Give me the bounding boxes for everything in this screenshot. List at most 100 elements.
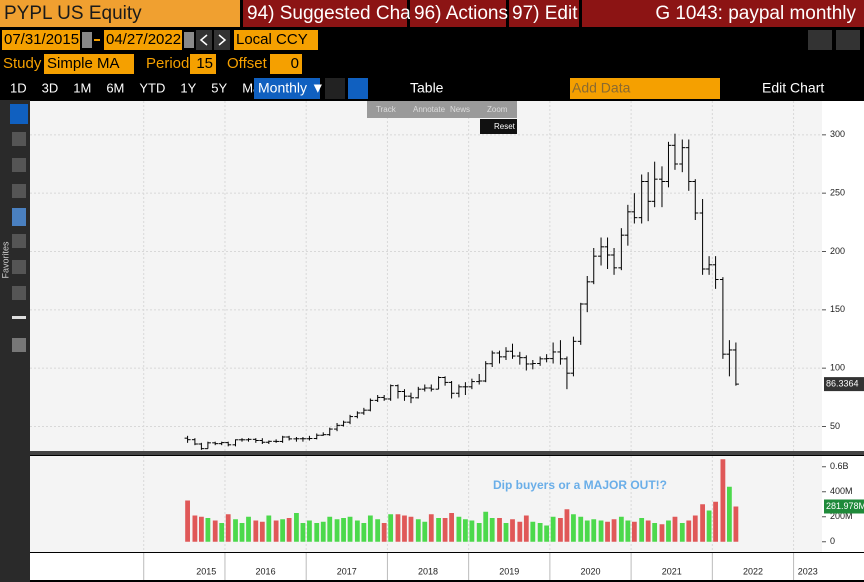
next-button[interactable] — [214, 30, 230, 50]
line-button[interactable] — [325, 78, 345, 99]
date-box[interactable] — [2, 30, 80, 50]
title: G 1043: paypal monthly — [655, 3, 856, 24]
undo-button[interactable] — [808, 30, 832, 50]
tool[interactable] — [12, 184, 26, 198]
ticker: PYPL US Equity — [4, 3, 142, 24]
reset[interactable]: Reset — [494, 122, 516, 131]
range-button[interactable]: 6M — [106, 80, 124, 95]
study[interactable]: Simple MA — [47, 55, 120, 72]
volume-bar — [605, 521, 610, 542]
menu-label[interactable]: 94) Suggested Charts ▾ — [247, 3, 447, 24]
offset[interactable]: 0 — [291, 55, 299, 72]
table-button[interactable]: Table — [410, 80, 444, 96]
y-tick-label: 50 — [830, 421, 840, 431]
volume-bar — [219, 523, 225, 542]
tool[interactable] — [12, 260, 26, 274]
volume-bar — [692, 515, 698, 542]
volume-bar — [402, 515, 407, 542]
y-tick-label: 200M — [830, 511, 853, 521]
range-button[interactable]: 3D — [42, 80, 59, 95]
start-date[interactable]: 07/31/2015 — [4, 31, 79, 48]
volume-bar — [686, 520, 692, 542]
volume-bar — [347, 516, 353, 542]
menu-label[interactable]: 97) Edit ▾ — [512, 3, 593, 24]
study-box[interactable] — [44, 54, 134, 74]
volume-bar — [550, 516, 556, 542]
prev-arrow — [199, 34, 208, 46]
volume-bar — [442, 518, 448, 542]
x-tick-label: 2023 — [798, 566, 818, 576]
menu[interactable] — [410, 0, 506, 27]
x-tick-label: 2020 — [580, 566, 600, 576]
popup-tool[interactable]: Annotate — [413, 105, 446, 114]
range-button[interactable]: 1Y — [180, 80, 196, 95]
volume-bar — [469, 520, 475, 542]
next-arrow — [218, 34, 227, 46]
volume-bar — [436, 518, 441, 542]
offset-box[interactable] — [270, 54, 302, 74]
prev-button[interactable] — [196, 30, 212, 50]
price-axis-area — [822, 101, 864, 451]
menu[interactable] — [243, 0, 407, 27]
x-tick-label: 2021 — [662, 566, 682, 576]
volume-bar — [286, 518, 292, 542]
add-data-box[interactable] — [570, 78, 720, 99]
tool[interactable] — [12, 158, 26, 172]
pointer-tool[interactable] — [10, 104, 28, 124]
volume-bar — [571, 514, 576, 542]
edit-chart[interactable]: Edit Chart — [762, 80, 824, 96]
range-button[interactable]: 1D — [10, 80, 27, 95]
tool[interactable] — [12, 234, 26, 248]
reset-button[interactable] — [480, 119, 517, 134]
volume-bar — [428, 514, 434, 542]
volume-bar — [266, 515, 272, 542]
x-tick-label: 2015 — [196, 566, 216, 576]
add-data[interactable]: Add Data — [572, 80, 631, 96]
tool[interactable] — [12, 338, 26, 352]
frequency[interactable]: Monthly ▼ — [258, 80, 325, 96]
x-axis-area — [30, 553, 864, 580]
volume-bar — [659, 524, 665, 542]
calendar-icon[interactable] — [184, 32, 194, 48]
tool[interactable] — [12, 132, 26, 146]
menu[interactable] — [509, 0, 579, 27]
volume-bar — [381, 523, 387, 542]
calendar-icon[interactable] — [82, 32, 92, 48]
frequency-box[interactable] — [254, 78, 320, 99]
y-tick-label: 0.6B — [830, 461, 849, 471]
range-button[interactable]: YTD — [139, 80, 165, 95]
volume-bar — [239, 523, 245, 542]
tool[interactable] — [12, 208, 26, 226]
volume-bar — [225, 514, 231, 542]
sidebar-tools — [12, 132, 26, 352]
popup-tool[interactable]: Track — [376, 105, 397, 114]
range-button[interactable]: 5Y — [211, 80, 227, 95]
volume-bar — [253, 520, 259, 542]
popup-tool[interactable]: News — [450, 105, 470, 114]
popup-tools: Track Annotate News Zoom — [376, 105, 508, 114]
volume-bar — [618, 516, 624, 542]
volume-bar — [625, 520, 631, 542]
currency-box[interactable] — [234, 30, 318, 50]
volume-bar — [733, 506, 739, 542]
volume-bar — [300, 523, 306, 542]
date-box[interactable] — [104, 30, 182, 50]
period[interactable]: 15 — [196, 55, 213, 72]
volume-bar — [354, 520, 360, 542]
volume-bar — [449, 513, 454, 542]
volume-bar — [198, 516, 204, 542]
y-tick-label: 0 — [830, 536, 835, 546]
currency[interactable]: Local CCY — [236, 31, 308, 48]
end-date[interactable]: 04/27/2022 — [106, 31, 181, 48]
volume-bar — [246, 516, 251, 542]
bar-button[interactable] — [348, 78, 368, 99]
volume-bar — [726, 486, 732, 542]
tool[interactable] — [12, 316, 26, 319]
volume-bar — [205, 518, 211, 542]
range-button[interactable]: 1M — [73, 80, 91, 95]
menu-label[interactable]: 96) Actions ▾ — [414, 3, 523, 24]
period-box[interactable] — [190, 54, 216, 74]
tool[interactable] — [12, 286, 26, 300]
redo-button[interactable] — [836, 30, 860, 50]
popup-tool[interactable]: Zoom — [487, 105, 508, 114]
